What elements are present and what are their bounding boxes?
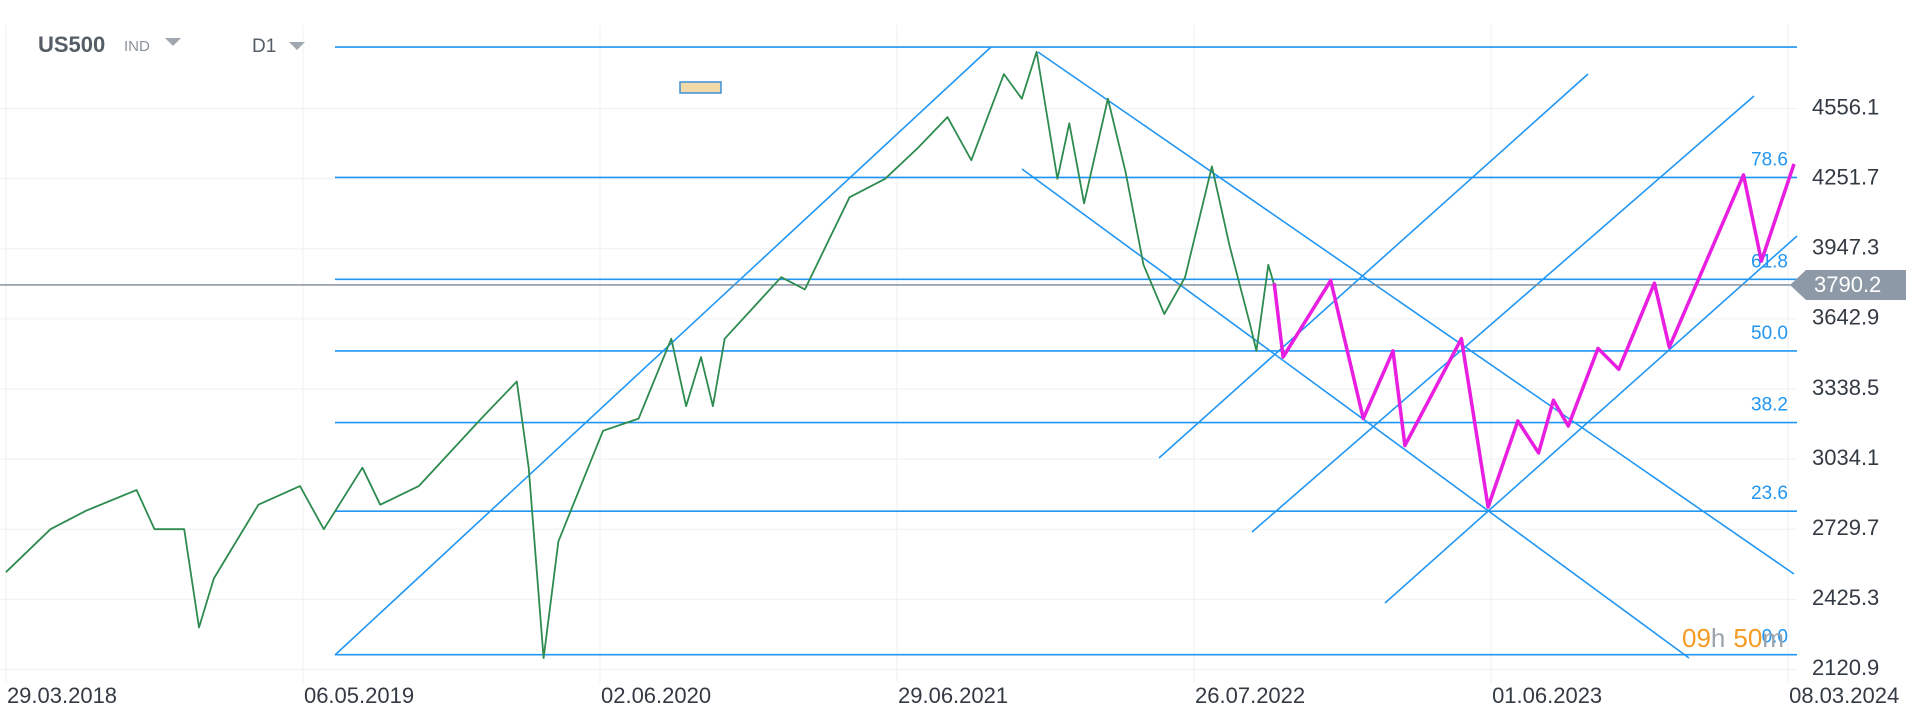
price-line — [5, 51, 1276, 659]
x-tick-label: 02.06.2020 — [601, 683, 711, 708]
y-tick-label: 3642.9 — [1812, 305, 1879, 330]
fibonacci: 78.6 61.8 50.0 38.2 23.6 0.0 — [335, 46, 1797, 656]
timer-part: 50 — [1733, 623, 1762, 653]
timer-part: h — [1711, 623, 1725, 653]
timer-part: 09 — [1682, 623, 1711, 653]
dropdown-arrow[interactable] — [165, 38, 181, 46]
y-tick-label: 4556.1 — [1812, 94, 1879, 119]
x-tick-label: 01.06.2023 — [1492, 683, 1602, 708]
trend-line — [1158, 73, 1589, 459]
timer-part: m — [1762, 623, 1784, 653]
y-tick-label: 2729.7 — [1812, 515, 1879, 540]
trend-line — [1384, 235, 1798, 604]
marker-box — [679, 81, 722, 94]
trend-line — [1037, 51, 1795, 575]
fib-label: 78.6 — [1751, 149, 1788, 170]
price-line — [1272, 163, 1796, 509]
current-price-label: 3790.2 — [1814, 272, 1881, 297]
symbol[interactable]: US500 — [38, 32, 105, 57]
timer: 09h 50m — [1682, 623, 1784, 653]
y-tick-label: 2425.3 — [1812, 585, 1879, 610]
x-tick-label: 29.03.2018 — [7, 683, 117, 708]
y-tick-label: 3338.5 — [1812, 375, 1879, 400]
fib-label: 38.2 — [1751, 395, 1788, 416]
current-price-box — [1790, 269, 1906, 300]
y-tick-label: 3034.1 — [1812, 445, 1879, 470]
y-tick-label: 4251.7 — [1812, 164, 1879, 189]
plot — [0, 51, 1797, 659]
fib-label: 0.0 — [1762, 627, 1788, 648]
x-tick-label: 29.06.2021 — [898, 683, 1008, 708]
trend-line — [1251, 95, 1755, 533]
instrument-type: IND — [124, 38, 150, 55]
x-tick-label: 06.05.2019 — [304, 683, 414, 708]
y-tick-label: 2120.9 — [1812, 655, 1879, 680]
y-tick-label: 3947.3 — [1812, 235, 1879, 260]
fib-label: 23.6 — [1751, 483, 1788, 504]
axes: 4556.1 4251.7 3947.3 3642.9 3338.5 3034.1 2729… — [7, 94, 1906, 708]
dropdown-arrow[interactable] — [289, 42, 305, 50]
trend-line — [1021, 168, 1690, 659]
fib-label: 50.0 — [1751, 323, 1788, 344]
timeframe[interactable]: D1 — [252, 36, 276, 57]
x-tick-label: 26.07.2022 — [1195, 683, 1305, 708]
grid — [0, 25, 1797, 683]
x-tick-label: 08.03.2024 — [1789, 683, 1899, 708]
fib-label: 61.8 — [1751, 251, 1788, 272]
